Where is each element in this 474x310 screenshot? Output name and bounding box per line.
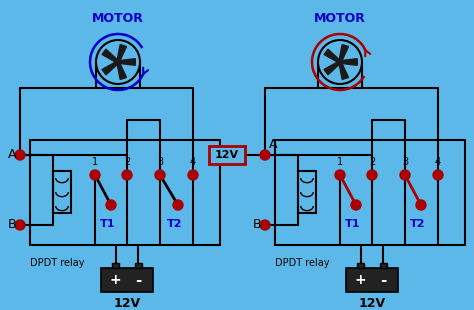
Text: MOTOR: MOTOR: [92, 11, 144, 24]
Text: 12V: 12V: [215, 150, 239, 160]
Text: A: A: [8, 148, 16, 162]
Text: T1: T1: [100, 219, 116, 229]
Text: DPDT relay: DPDT relay: [30, 258, 84, 268]
Circle shape: [15, 220, 25, 230]
Circle shape: [15, 150, 25, 160]
Polygon shape: [102, 49, 117, 62]
Polygon shape: [343, 59, 357, 65]
Text: +: +: [355, 273, 366, 287]
Circle shape: [96, 40, 140, 84]
Bar: [357, 263, 365, 268]
Circle shape: [416, 200, 426, 210]
Text: 4: 4: [435, 157, 441, 167]
Polygon shape: [118, 45, 127, 60]
Polygon shape: [324, 62, 338, 75]
Text: -: -: [135, 272, 142, 287]
Bar: [112, 263, 119, 268]
Bar: [30, 140, 220, 245]
Text: B: B: [8, 219, 16, 232]
Bar: [53, 171, 71, 213]
Circle shape: [260, 150, 270, 160]
Circle shape: [90, 170, 100, 180]
Circle shape: [433, 170, 443, 180]
Text: 12V: 12V: [358, 297, 385, 310]
Polygon shape: [102, 62, 117, 75]
Text: T2: T2: [167, 219, 183, 229]
Circle shape: [337, 59, 343, 65]
Bar: [209, 146, 245, 164]
Polygon shape: [339, 64, 348, 79]
Text: MOTOR: MOTOR: [314, 11, 366, 24]
Bar: [275, 140, 465, 245]
Circle shape: [318, 40, 362, 84]
Text: +: +: [110, 273, 121, 287]
Bar: [135, 263, 142, 268]
Circle shape: [260, 220, 270, 230]
Polygon shape: [339, 45, 348, 60]
Polygon shape: [121, 59, 135, 65]
Text: DPDT relay: DPDT relay: [275, 258, 329, 268]
Text: 1: 1: [337, 157, 343, 167]
Text: 2: 2: [124, 157, 130, 167]
Circle shape: [400, 170, 410, 180]
Text: -: -: [380, 272, 387, 287]
Bar: [298, 171, 316, 213]
Circle shape: [115, 59, 121, 65]
Text: 4: 4: [190, 157, 196, 167]
Circle shape: [173, 200, 183, 210]
Circle shape: [106, 200, 116, 210]
Text: 3: 3: [157, 157, 163, 167]
Text: 1: 1: [92, 157, 98, 167]
Circle shape: [367, 170, 377, 180]
Bar: [346, 268, 398, 292]
Circle shape: [188, 170, 198, 180]
Polygon shape: [324, 49, 338, 62]
Text: 3: 3: [402, 157, 408, 167]
Bar: [380, 263, 387, 268]
Circle shape: [351, 200, 361, 210]
Text: 2: 2: [369, 157, 375, 167]
Text: 12V: 12V: [113, 297, 141, 310]
Polygon shape: [118, 64, 127, 79]
Circle shape: [122, 170, 132, 180]
Circle shape: [335, 170, 345, 180]
Bar: [101, 268, 153, 292]
Text: A: A: [269, 139, 277, 152]
Circle shape: [155, 170, 165, 180]
Text: T1: T1: [345, 219, 361, 229]
Text: T2: T2: [410, 219, 426, 229]
Text: B: B: [253, 219, 261, 232]
